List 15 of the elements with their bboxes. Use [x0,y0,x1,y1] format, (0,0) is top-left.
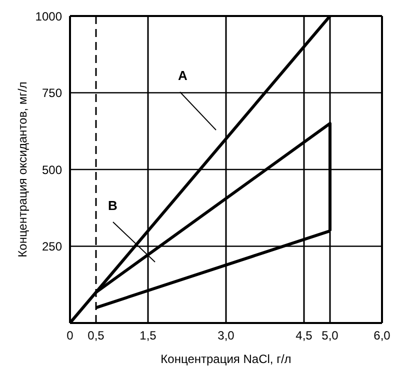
y-tick-label: 500 [42,162,62,177]
x-tick-label: 4,5 [296,328,313,343]
y-tick-label: 250 [42,240,62,254]
y-tick-label: 1000 [35,9,62,24]
y-tick-label: 750 [42,86,62,100]
x-tick-label: 0 [66,328,74,343]
x-tick-label: 1,5 [140,328,157,343]
annotation: A [178,68,188,83]
annotation: B [108,198,118,213]
x-tick-label: 5,0 [322,328,339,343]
x-tick-label: 6,0 [374,328,391,343]
x-tick-label: 3,0 [218,328,235,343]
x-axis-title: Концентрация NaCl, г/л [160,352,292,366]
y-axis-title: Концентрация оксидантов, мг/л [15,82,30,258]
x-tick-label: 0,5 [88,328,105,343]
